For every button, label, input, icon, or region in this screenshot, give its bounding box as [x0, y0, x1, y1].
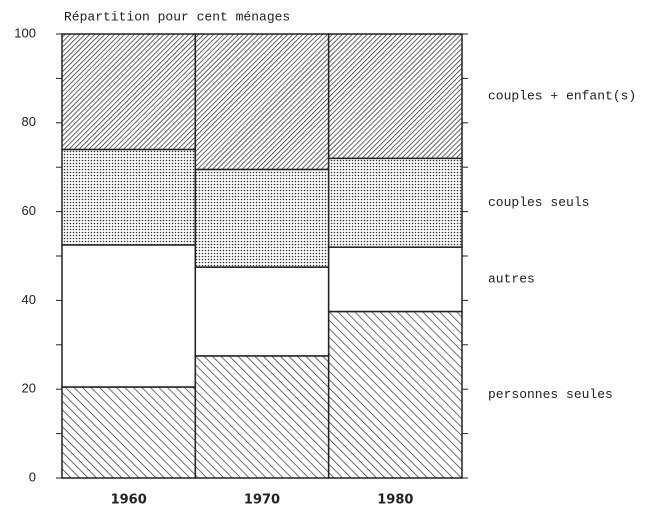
y-tick-label: 60: [22, 203, 36, 218]
bar-segment: [194, 355, 330, 479]
legend-label: autres: [488, 272, 535, 287]
y-tick-label: 80: [22, 114, 36, 129]
bar-segment: [61, 148, 197, 246]
x-tick-label: 1960: [111, 493, 147, 508]
bar-segment: [327, 157, 463, 248]
legend-label: couples + enfant(s): [488, 89, 636, 104]
y-tick-label: 0: [29, 469, 36, 484]
bar-segment: [327, 246, 463, 313]
bar-segment: [61, 244, 197, 388]
y-tick-label: 40: [22, 292, 36, 307]
x-tick-label: 1970: [244, 493, 280, 508]
y-tick-label: 100: [14, 25, 36, 40]
bar-segment: [327, 310, 463, 479]
legend-label: couples seuls: [488, 195, 589, 210]
bar-segment: [61, 386, 197, 479]
x-tick-label: 1980: [377, 493, 413, 508]
legend-label: personnes seules: [488, 387, 613, 402]
chart-title: Répartition pour cent ménages: [64, 9, 290, 24]
y-tick-label: 20: [22, 381, 36, 396]
bar-segment: [194, 168, 330, 268]
bar-segment: [61, 33, 197, 151]
bar-segment: [194, 266, 330, 357]
bar-segment: [327, 33, 463, 160]
bar-segment: [194, 33, 330, 171]
